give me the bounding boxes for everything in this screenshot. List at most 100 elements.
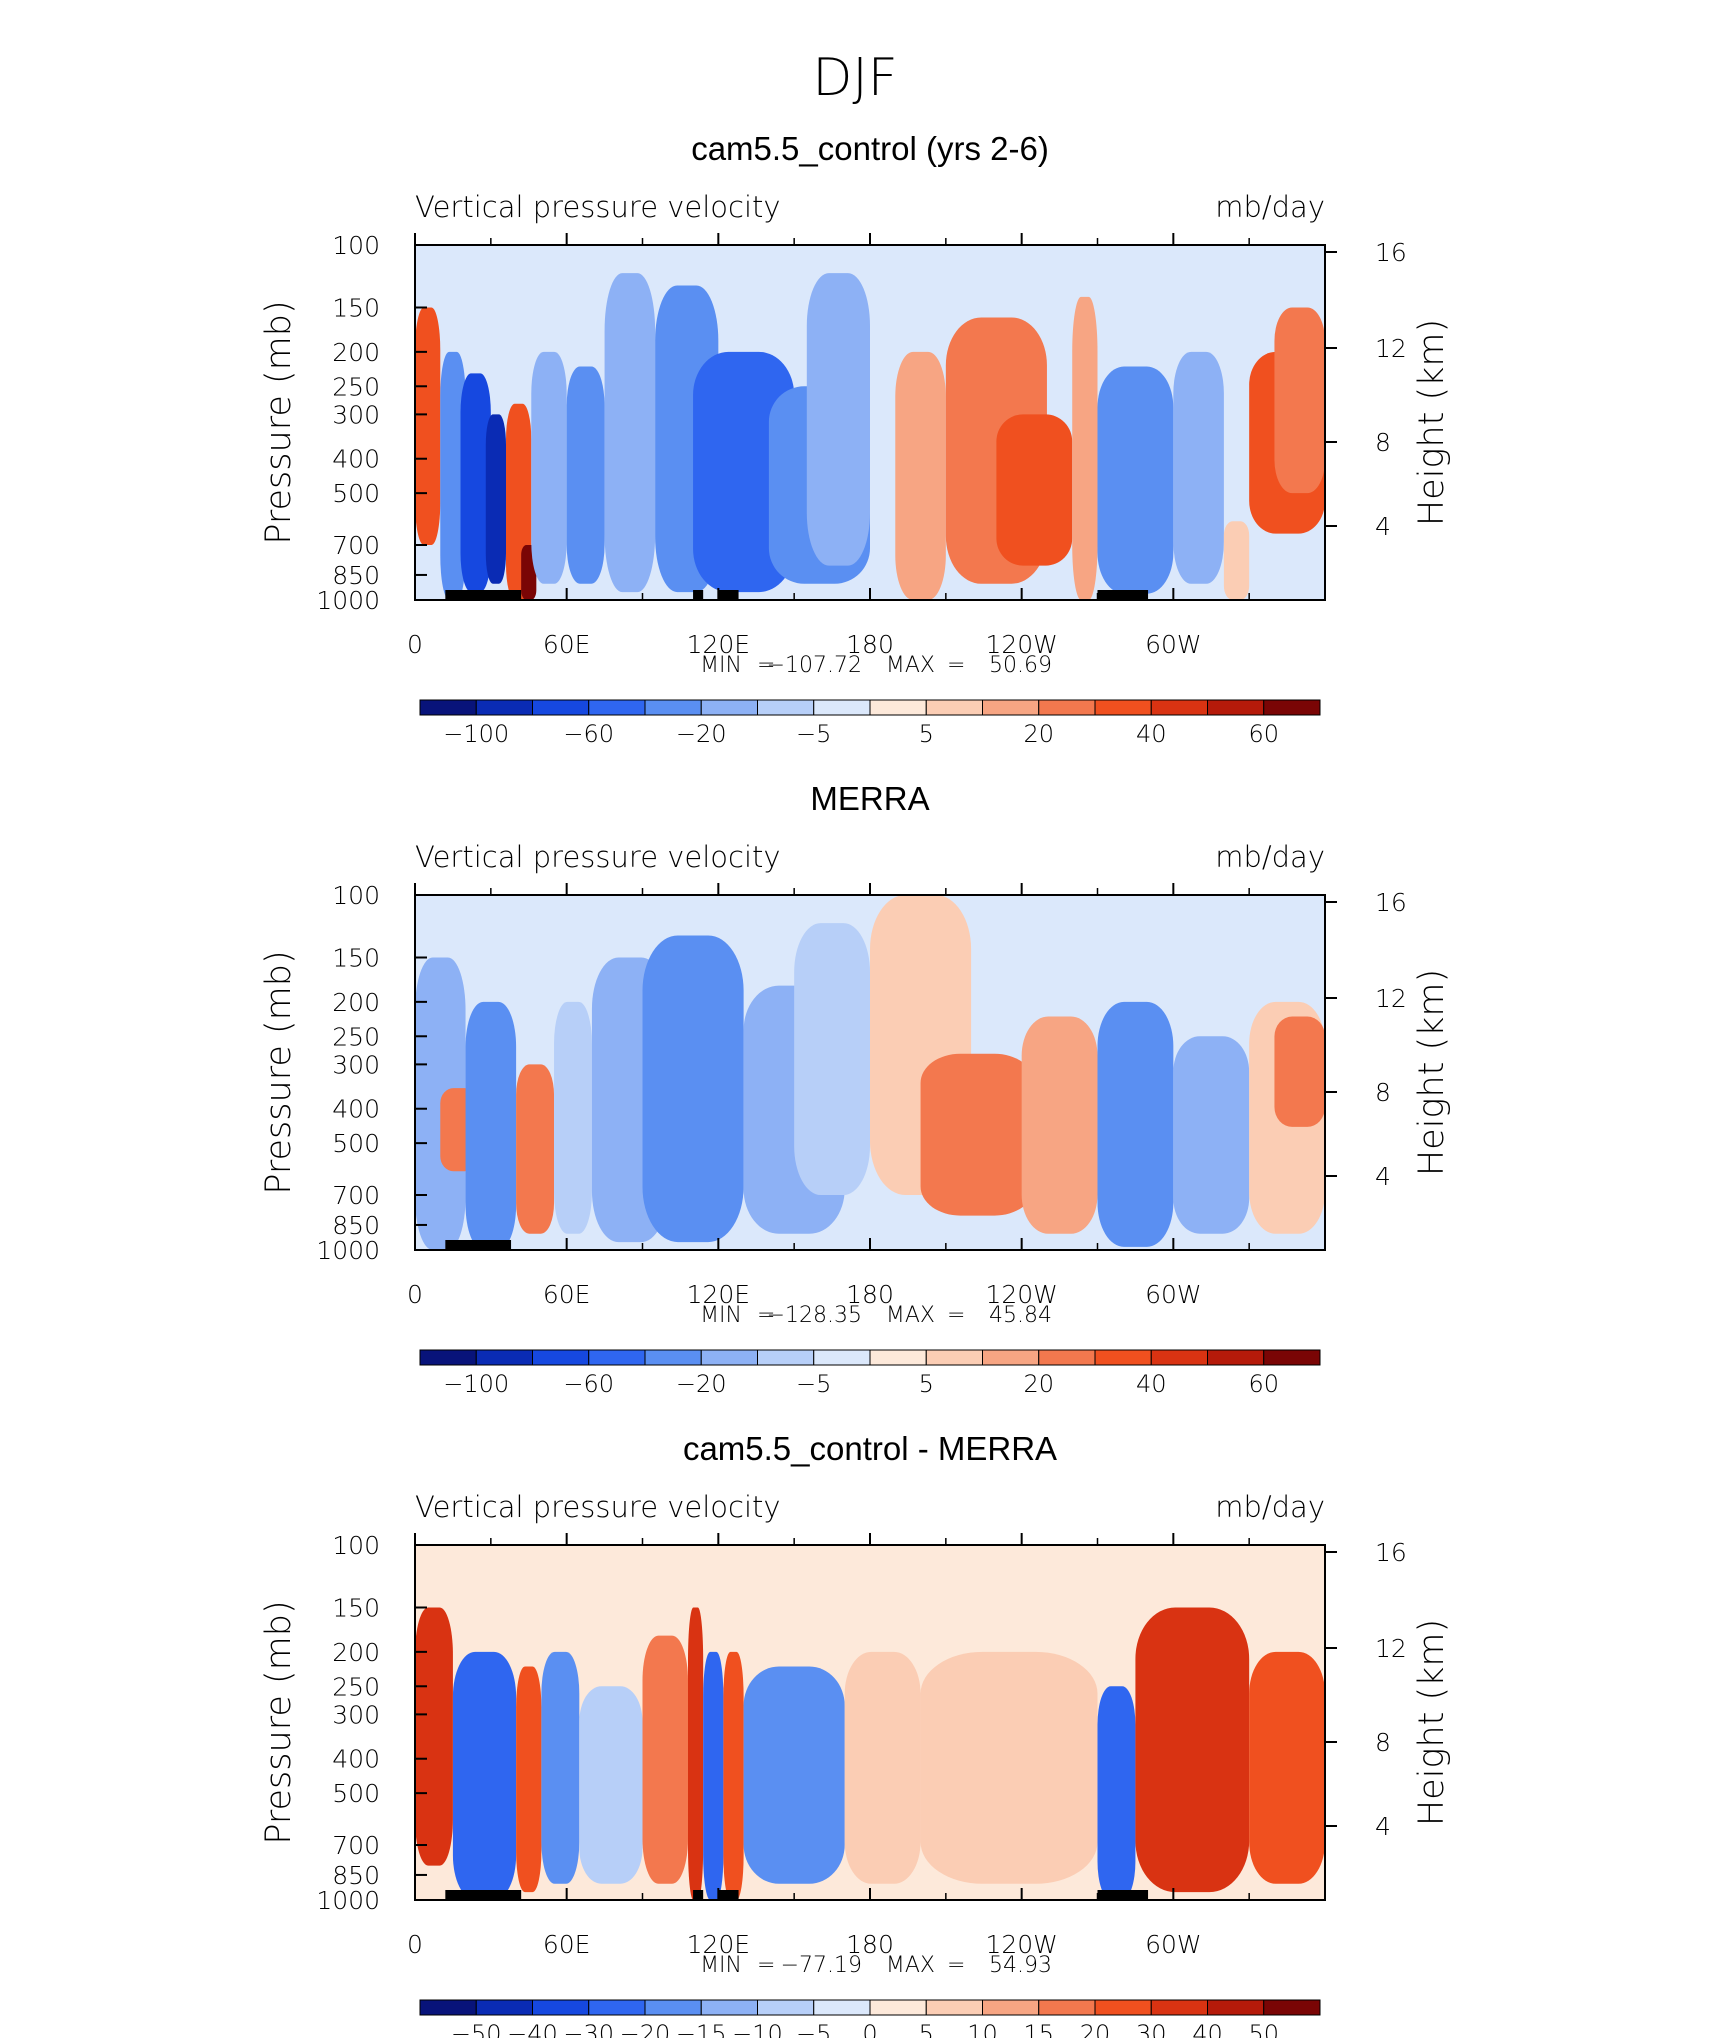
colorbar-label: 5	[919, 1370, 934, 1398]
colorbar-swatch	[1150, 1999, 1208, 2016]
colorbar-label: 20	[1080, 2020, 1111, 2038]
colorbar-swatch	[644, 1999, 702, 2016]
colorbar-swatch	[813, 699, 871, 716]
colorbar-swatch	[419, 1999, 477, 2016]
colorbar-swatch	[982, 1999, 1040, 2016]
contour-region	[1173, 1036, 1250, 1234]
contour-region	[566, 366, 605, 584]
colorbar-swatch	[1038, 1999, 1096, 2016]
colorbar-swatch	[588, 1349, 646, 1366]
x-tick-label: 60W	[1145, 630, 1202, 659]
colorbar-swatch	[419, 1349, 477, 1366]
colorbar-label: 5	[919, 720, 934, 748]
colorbar-label: 10	[967, 2020, 998, 2038]
contour-field	[415, 245, 1325, 600]
colorbar-label: −60	[563, 1370, 614, 1398]
stat-max-label: MAX	[886, 1303, 935, 1328]
colorbar-swatch	[813, 1999, 871, 2016]
contour-region	[1274, 1016, 1325, 1127]
colorbar-swatch	[644, 699, 702, 716]
y-tick-label: 500	[332, 1129, 380, 1158]
y-tick-label: 100	[332, 881, 380, 910]
colorbar-swatch	[1150, 699, 1208, 716]
contour-region	[1135, 1607, 1250, 1893]
height-tick-label: 16	[1375, 888, 1407, 917]
colorbar-swatch	[1094, 699, 1152, 716]
contour-region	[452, 1651, 517, 1900]
height-axis-label: Height (km)	[1412, 969, 1452, 1176]
contour-region	[516, 1064, 555, 1234]
stat-min-value: −128.35	[767, 1303, 862, 1328]
contour-region	[806, 273, 870, 566]
units-label: mb/day	[1215, 840, 1325, 874]
left-string: Vertical pressure velocity	[415, 190, 781, 224]
colorbar-swatch	[982, 699, 1040, 716]
colorbar-swatch	[419, 699, 477, 716]
height-tick-label: 12	[1375, 984, 1407, 1013]
stat-equals: =	[757, 653, 775, 678]
stat-equals: =	[947, 1953, 965, 1978]
stat-max-value: 45.84	[989, 1303, 1052, 1328]
units-label: mb/day	[1215, 190, 1325, 224]
contour-region	[440, 351, 466, 600]
colorbar-label: 50	[1248, 2020, 1279, 2038]
contour-region	[794, 923, 870, 1196]
colorbar-label: −100	[443, 720, 509, 748]
y-tick-label: 700	[332, 1181, 380, 1210]
height-tick-label: 16	[1375, 238, 1407, 267]
height-tick-label: 4	[1375, 512, 1391, 541]
contour-region	[1021, 1016, 1098, 1234]
stat-min-label: MIN	[700, 1303, 742, 1328]
height-axis-label: Height (km)	[1412, 319, 1452, 526]
topography-mask	[718, 590, 739, 600]
y-tick-label: 250	[332, 372, 380, 401]
x-tick-label: 60W	[1145, 1280, 1202, 1309]
contour-region	[688, 1607, 704, 1900]
colorbar-label: −20	[676, 720, 727, 748]
units-label: mb/day	[1215, 1490, 1325, 1524]
y-tick-label: 850	[332, 1861, 380, 1890]
colorbar-label: 60	[1248, 720, 1279, 748]
colorbar-label: 15	[1023, 2020, 1054, 2038]
colorbar-swatch	[588, 1999, 646, 2016]
contour-region	[531, 351, 567, 584]
contour-region	[642, 1635, 688, 1884]
contour-region	[844, 1651, 921, 1884]
x-tick-label: 120E	[687, 630, 751, 659]
height-tick-label: 8	[1375, 1078, 1391, 1107]
contour-region	[642, 935, 744, 1243]
x-tick-label: 60E	[543, 1280, 591, 1309]
contour-region	[1274, 307, 1325, 494]
stat-max-value: 50.69	[989, 653, 1052, 678]
colorbar-label: 0	[862, 2020, 877, 2038]
y-tick-label: 850	[332, 561, 380, 590]
colorbar-swatch	[1207, 1349, 1265, 1366]
colorbar-swatch	[700, 1999, 758, 2016]
stat-equals: =	[757, 1303, 775, 1328]
height-tick-label: 12	[1375, 1634, 1407, 1663]
topography-mask	[445, 1240, 512, 1250]
y-tick-label: 200	[332, 338, 380, 367]
y-tick-label: 150	[332, 944, 380, 973]
y-tick-label: 300	[332, 400, 380, 429]
colorbar-label: 30	[1136, 2020, 1167, 2038]
colorbar-label: −5	[796, 1370, 831, 1398]
colorbar-swatch	[925, 1999, 983, 2016]
colorbar-swatch	[925, 699, 983, 716]
colorbar-swatch	[757, 1999, 815, 2016]
stat-min-label: MIN	[700, 1953, 742, 1978]
y-tick-label: 400	[332, 1095, 380, 1124]
colorbar-swatch	[869, 1999, 927, 2016]
contour-region	[579, 1686, 643, 1884]
contour-region	[1072, 296, 1098, 600]
stat-max-label: MAX	[886, 1953, 935, 1978]
y-tick-label: 150	[332, 294, 380, 323]
colorbar-swatch	[1263, 1349, 1321, 1366]
panel-title: cam5.5_control - MERRA	[683, 1430, 1057, 1467]
colorbar-swatch	[1150, 1349, 1208, 1366]
topography-mask	[1097, 590, 1149, 600]
y-tick-label: 200	[332, 988, 380, 1017]
x-tick-label: 0	[407, 1280, 423, 1309]
y-tick-label: 850	[332, 1211, 380, 1240]
height-tick-label: 12	[1375, 334, 1407, 363]
